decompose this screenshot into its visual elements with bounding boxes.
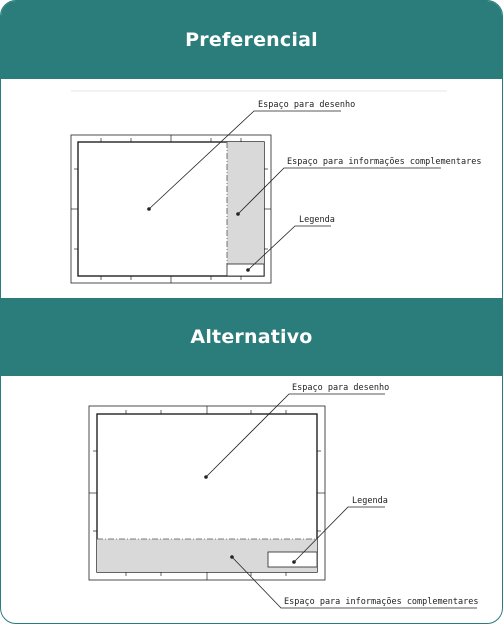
label-drawing-space: Espaço para desenho xyxy=(292,383,389,393)
label-info-space: Espaço para informações complementares xyxy=(287,157,481,167)
sheet-diagram-preferencial: Espaço para desenho Espaço para informaç… xyxy=(70,90,481,284)
info-area xyxy=(227,142,264,264)
diagram-panel-preferencial: Espaço para desenho Espaço para informaç… xyxy=(1,79,502,298)
legend-area xyxy=(226,263,265,277)
section-title: Preferencial xyxy=(185,29,318,51)
label-legend: Legenda xyxy=(352,496,388,506)
section-title: Alternativo xyxy=(190,326,313,348)
label-drawing-space: Espaço para desenho xyxy=(258,100,355,110)
section-header-alternativo: Alternativo xyxy=(1,298,502,376)
diagram-panel-alternativo: Espaço para desenho Legenda Espaço para … xyxy=(1,376,502,623)
section-header-preferencial: Preferencial xyxy=(1,1,502,79)
label-info-space: Espaço para informações complementares xyxy=(284,597,478,607)
label-legend: Legenda xyxy=(299,215,335,225)
legend-area xyxy=(267,551,318,568)
sheet-diagram-alternativo: Espaço para desenho Legenda Espaço para … xyxy=(88,383,478,609)
